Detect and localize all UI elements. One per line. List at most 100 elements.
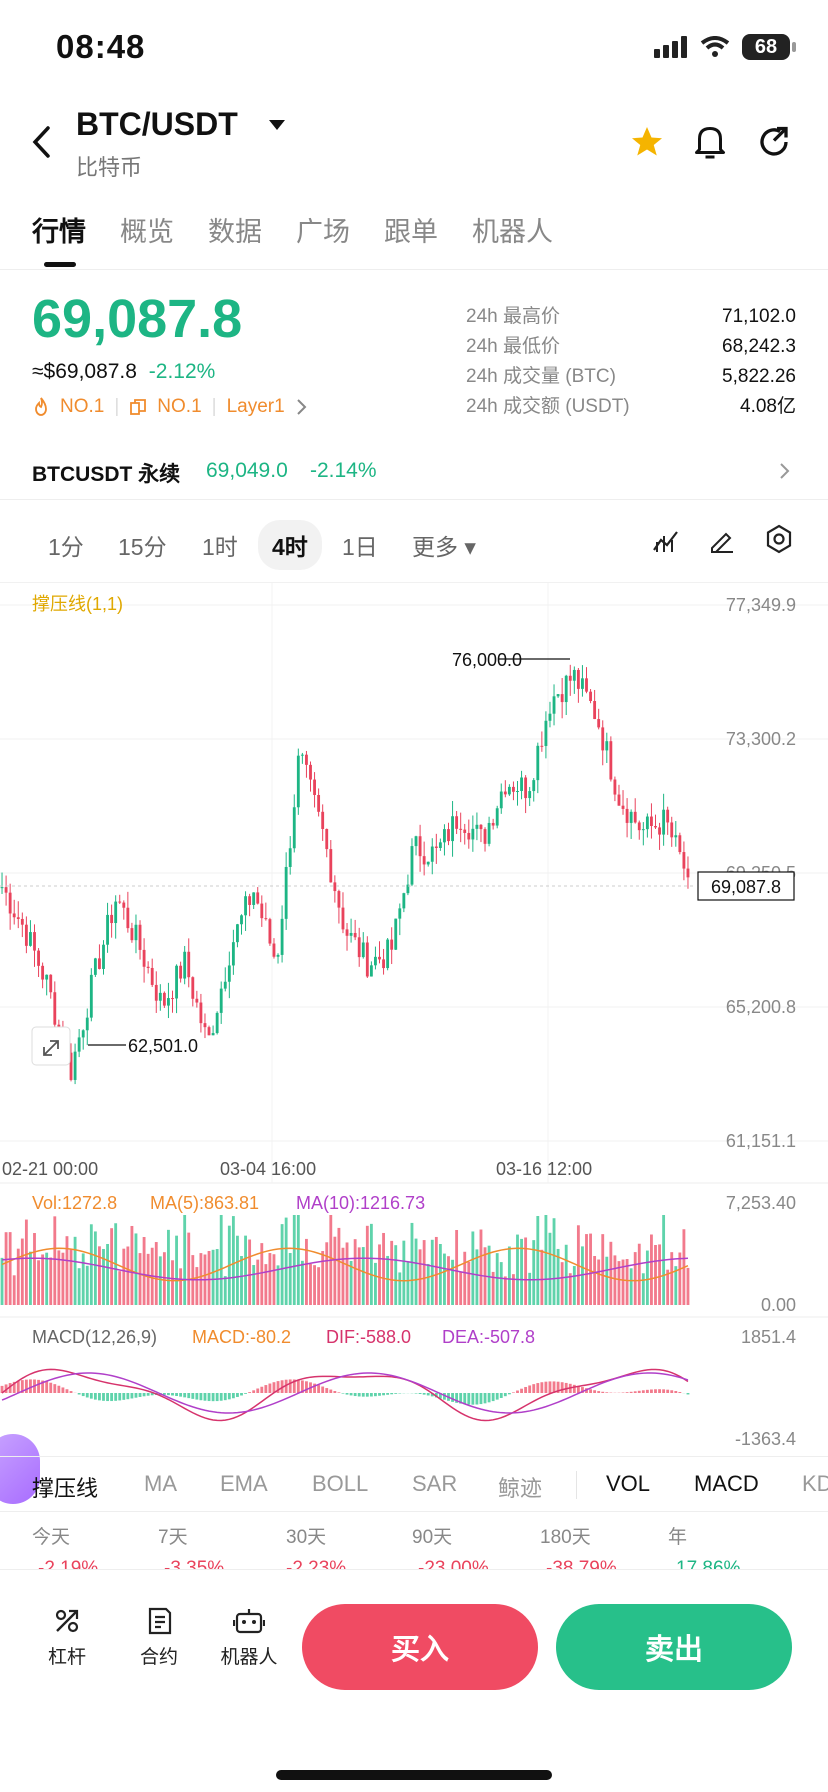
candle [357, 937, 361, 958]
macd-bar [12, 1381, 16, 1393]
macd-bar [81, 1393, 85, 1397]
candle [524, 777, 528, 799]
candle [69, 1052, 73, 1080]
perpetual-row[interactable]: BTCUSDT 永续 69,049.0 -2.14% [0, 444, 828, 500]
volume-bar [215, 1249, 219, 1305]
volume-bar [463, 1251, 467, 1305]
ind-tab-macd[interactable]: MACD [694, 1471, 759, 1496]
tab-market[interactable]: 行情 [32, 217, 86, 247]
volume-bar [81, 1253, 85, 1305]
tab-data[interactable]: 数据 [208, 217, 262, 247]
macd-bar [57, 1385, 61, 1393]
macd-bar [345, 1393, 349, 1395]
buy-button[interactable]: 买入 [302, 1604, 538, 1690]
interval-15m[interactable]: 15分 [118, 534, 167, 560]
candle [443, 829, 446, 843]
volume-bar [406, 1262, 410, 1305]
ind-tab-boll[interactable]: BOLL [312, 1471, 369, 1496]
sell-button[interactable]: 卖出 [556, 1604, 792, 1690]
leverage-button[interactable]: 杠杆 [32, 1606, 102, 1669]
candle [130, 928, 134, 941]
price-chart[interactable]: 撑压线(1,1) 77,349.9 73,300.2 69,250.5 65,2… [0, 582, 828, 1452]
macd-bar [654, 1389, 657, 1393]
candle [195, 998, 199, 1003]
candle [8, 892, 12, 914]
volume-bar [33, 1233, 36, 1305]
tab-overview[interactable]: 概览 [120, 217, 174, 247]
assistant-bubble[interactable] [0, 1434, 40, 1504]
interval-1d[interactable]: 1日 [342, 534, 378, 560]
indicator-icon[interactable] [652, 528, 680, 554]
tab-copy-trade[interactable]: 跟单 [384, 217, 438, 247]
macd-bar [114, 1393, 118, 1401]
chart-svg[interactable]: 撑压线(1,1) 77,349.9 73,300.2 69,250.5 65,2… [0, 583, 828, 1453]
macd-bar [463, 1393, 467, 1405]
draw-icon[interactable] [708, 526, 736, 554]
divider [576, 1471, 577, 1499]
hot-rank[interactable]: NO.1 [60, 396, 105, 417]
tab-square[interactable]: 广场 [296, 217, 350, 247]
candle [365, 942, 369, 977]
interval-more[interactable]: 更多 ▾ [412, 534, 476, 560]
macd-bar [171, 1393, 174, 1396]
ind-tab-sar[interactable]: SAR [412, 1471, 458, 1496]
volume-bar [0, 1257, 4, 1305]
interval-1m[interactable]: 1分 [48, 534, 84, 560]
candle [414, 836, 418, 847]
candle [264, 918, 268, 920]
volume-bar [240, 1256, 243, 1305]
volume-bar [77, 1268, 81, 1305]
pair-title[interactable]: BTC/USDT [76, 106, 238, 142]
chevron-right-icon[interactable] [295, 398, 307, 416]
volume-bar [621, 1259, 625, 1305]
chevron-down-icon[interactable] [268, 118, 286, 132]
candle [621, 805, 625, 809]
volume-bar [337, 1227, 341, 1305]
ind-tab-support[interactable]: 撑压线 [32, 1476, 99, 1501]
volume-bar [589, 1233, 592, 1305]
candle [276, 954, 280, 957]
refresh-icon[interactable] [756, 124, 792, 160]
volume-bar [130, 1225, 134, 1305]
macd-bar [455, 1393, 459, 1403]
macd-bar [507, 1393, 511, 1395]
ind-tab-whale[interactable]: 鲸迹 [498, 1476, 543, 1501]
bot-button[interactable]: 机器人 [214, 1606, 284, 1669]
category-tag[interactable]: Layer1 [226, 396, 285, 417]
settings-icon[interactable] [764, 524, 794, 554]
macd-bar [341, 1393, 345, 1394]
candle [426, 861, 430, 865]
y-tick: 73,300.2 [726, 729, 796, 749]
expand-button[interactable] [31, 1026, 71, 1066]
macd-bar [451, 1393, 454, 1402]
perf-label: 30天 [286, 1527, 327, 1548]
volume-bar [118, 1271, 122, 1305]
interval-1h[interactable]: 1时 [202, 534, 238, 560]
ind-tab-kd[interactable]: KD [802, 1471, 828, 1496]
back-icon[interactable] [30, 124, 54, 160]
tab-bots[interactable]: 机器人 [472, 217, 553, 247]
cap-rank[interactable]: NO.1 [157, 396, 202, 417]
candle [499, 791, 503, 809]
macd-bar [512, 1392, 515, 1393]
candle [434, 846, 438, 848]
interval-4h[interactable]: 4时 [258, 520, 322, 570]
candle [231, 942, 235, 966]
ind-tab-ema[interactable]: EMA [220, 1471, 268, 1496]
volume-bar [601, 1234, 605, 1305]
volume-bar [581, 1246, 584, 1305]
candle [187, 951, 191, 978]
candle [540, 745, 544, 747]
candle [171, 998, 174, 1000]
star-icon[interactable] [628, 124, 666, 160]
candle [609, 741, 613, 780]
macd-bar [16, 1380, 20, 1393]
candle [126, 907, 130, 929]
macd-bar [122, 1393, 126, 1400]
volume-bar [236, 1235, 239, 1305]
macd-bar [29, 1379, 32, 1393]
contract-button[interactable]: 合约 [124, 1606, 194, 1669]
ind-tab-vol[interactable]: VOL [606, 1471, 651, 1496]
bell-icon[interactable] [692, 122, 728, 162]
ind-tab-ma[interactable]: MA [144, 1471, 177, 1496]
